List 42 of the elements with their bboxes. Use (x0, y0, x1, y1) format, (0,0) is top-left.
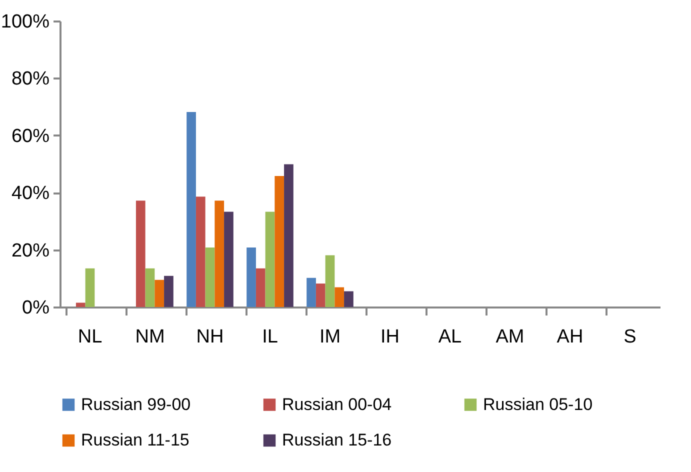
bar (316, 284, 326, 307)
x-tick-label: IM (319, 326, 341, 348)
x-tick-label: AH (556, 326, 584, 348)
x-tick-label: AM (496, 326, 524, 348)
x-tick-label: NM (135, 326, 165, 348)
bar (306, 278, 316, 307)
bar (274, 176, 284, 307)
bar (154, 280, 164, 307)
bar (76, 302, 86, 307)
y-tick-label: 0% (22, 298, 50, 318)
bar (136, 200, 146, 307)
x-tick-label: AL (438, 326, 462, 348)
x-tick-label: NH (196, 326, 224, 348)
bar (85, 268, 95, 307)
bar (256, 268, 266, 307)
legend-label: Russian 00-04 (282, 394, 392, 414)
y-tick-label: 40% (11, 183, 50, 204)
y-tick-label: 60% (11, 126, 50, 147)
bar (334, 287, 344, 307)
legend-label: Russian 15-16 (282, 430, 392, 450)
bar (325, 255, 335, 307)
bar (145, 268, 155, 307)
x-tick-label: IL (262, 326, 278, 348)
bar (284, 164, 294, 307)
y-tick-label: 20% (11, 240, 50, 262)
x-tick-label: IH (380, 326, 400, 348)
legend-label: Russian 99-00 (81, 394, 191, 414)
bar (186, 112, 196, 307)
bar (224, 212, 234, 307)
bar (246, 248, 256, 307)
legend-label: Russian 11-15 (81, 430, 190, 450)
bar (344, 291, 354, 307)
legend-label: Russian 05-10 (483, 394, 593, 414)
bar (196, 196, 206, 307)
bar (164, 276, 174, 307)
bar (214, 200, 224, 307)
y-tick-label: 80% (11, 68, 50, 90)
bar (265, 212, 275, 307)
x-tick-label: S (624, 326, 636, 348)
x-tick-label: NL (78, 326, 102, 348)
y-tick-label: 100% (0, 12, 50, 32)
bar (205, 248, 215, 307)
